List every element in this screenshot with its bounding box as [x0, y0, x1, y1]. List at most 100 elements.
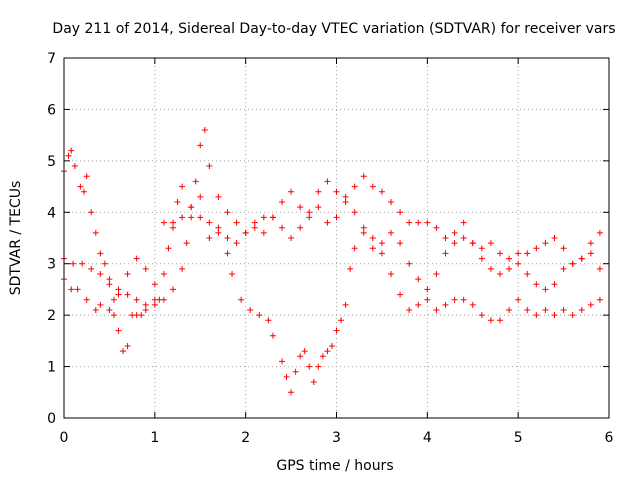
data-point	[233, 219, 240, 226]
y-tick-label: 3	[47, 257, 56, 273]
data-point	[70, 260, 77, 267]
data-point	[315, 363, 322, 370]
data-point	[542, 286, 549, 293]
data-point	[406, 260, 413, 267]
data-point	[497, 271, 503, 277]
data-point	[251, 219, 258, 226]
data-point	[88, 209, 95, 216]
data-point	[74, 286, 81, 293]
data-point	[142, 307, 149, 313]
chart-title: Day 211 of 2014, Sidereal Day-to-day VTE…	[52, 21, 615, 37]
data-point	[297, 353, 304, 360]
x-tick-label: 3	[332, 430, 341, 446]
data-point	[351, 209, 358, 216]
data-point	[460, 219, 467, 226]
data-point	[388, 199, 394, 205]
data-point	[596, 229, 603, 236]
data-point	[133, 255, 140, 262]
data-point	[133, 296, 140, 303]
data-point	[124, 271, 131, 277]
data-point	[269, 214, 276, 221]
data-point	[360, 224, 367, 231]
data-point	[88, 265, 95, 272]
data-point	[324, 348, 331, 355]
data-point	[369, 183, 376, 190]
data-point	[224, 235, 231, 241]
y-axis-label: SDTVAR / TECUs	[8, 181, 24, 296]
data-point	[242, 229, 249, 236]
data-point	[170, 224, 176, 231]
data-point	[397, 291, 404, 298]
data-point	[487, 240, 494, 247]
data-point	[560, 265, 567, 272]
x-tick-label: 1	[150, 430, 159, 446]
data-point	[206, 219, 213, 226]
data-point	[333, 188, 340, 195]
data-point	[424, 286, 431, 293]
data-point	[578, 255, 585, 262]
series-trace-b	[61, 127, 603, 303]
data-point	[179, 265, 186, 272]
data-point	[315, 204, 322, 211]
data-point	[120, 348, 127, 355]
data-point	[197, 214, 204, 221]
data-point	[183, 240, 190, 247]
data-point	[533, 281, 540, 288]
data-point	[206, 235, 213, 241]
data-point	[424, 296, 431, 303]
data-point	[424, 219, 431, 226]
data-point	[478, 245, 485, 252]
data-point	[138, 312, 145, 319]
data-point	[342, 199, 349, 205]
data-point	[83, 173, 90, 180]
data-point	[587, 240, 594, 247]
data-point	[442, 301, 449, 308]
data-point	[460, 235, 467, 241]
data-point	[279, 358, 285, 365]
x-tick-label: 5	[514, 430, 523, 446]
data-point	[142, 265, 149, 272]
data-point	[360, 229, 367, 236]
data-point	[415, 276, 422, 283]
data-point	[319, 353, 326, 360]
data-point	[433, 224, 440, 231]
data-point	[442, 235, 449, 241]
data-point	[215, 224, 222, 231]
data-point	[160, 219, 167, 226]
data-point	[596, 265, 603, 272]
data-point	[506, 307, 513, 313]
y-tick-label: 7	[47, 51, 56, 67]
y-tick-label: 2	[47, 308, 56, 324]
x-tick-label: 2	[241, 430, 250, 446]
data-point	[269, 332, 276, 339]
data-point	[406, 219, 413, 226]
data-point	[478, 255, 485, 262]
data-point	[469, 240, 476, 247]
data-point	[515, 250, 522, 257]
y-tick-label: 1	[47, 360, 56, 376]
data-point	[324, 178, 331, 185]
data-point	[115, 286, 122, 293]
data-point	[433, 307, 440, 313]
data-point	[533, 245, 540, 252]
data-point	[165, 245, 172, 252]
data-point	[292, 368, 299, 375]
data-point	[369, 245, 376, 252]
data-point	[92, 229, 99, 236]
data-point	[560, 245, 567, 252]
data-point	[256, 312, 263, 319]
data-point	[433, 271, 440, 277]
data-point	[71, 163, 78, 169]
data-point	[260, 214, 267, 221]
grid-lines	[64, 58, 609, 418]
data-point	[251, 224, 258, 231]
y-tick-label: 6	[47, 102, 56, 118]
data-point	[238, 296, 245, 303]
data-point	[170, 286, 176, 293]
data-point	[351, 183, 358, 190]
data-point	[297, 224, 304, 231]
data-point	[542, 307, 549, 313]
data-point	[524, 307, 531, 313]
data-point	[306, 363, 313, 370]
